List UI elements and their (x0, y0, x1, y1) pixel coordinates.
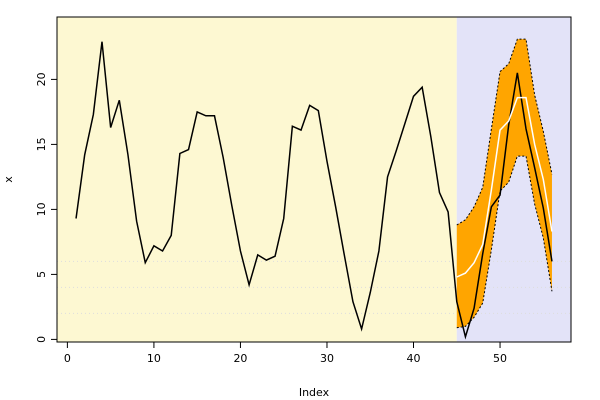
y-tick-label: 20 (35, 72, 48, 86)
y-tick-label: 15 (35, 137, 48, 151)
upper-bound (456, 38, 553, 226)
x-tick-label: 20 (233, 352, 247, 365)
lower-bound (456, 155, 553, 329)
x-tick-label: 50 (493, 352, 507, 365)
plot-frame (56, 16, 572, 343)
history-region (57, 17, 457, 342)
x-axis-label: Index (299, 386, 330, 399)
x-tick-label: 30 (320, 352, 334, 365)
y-axis-label: x (2, 176, 15, 183)
x-tick-label: 0 (64, 352, 71, 365)
x-tick-label: 40 (407, 352, 421, 365)
y-tick-label: 0 (35, 336, 48, 343)
series-line (75, 41, 553, 340)
x-tick-label: 10 (147, 352, 161, 365)
y-tick-label: 10 (35, 202, 48, 216)
series-line (456, 96, 553, 278)
y-tick-label: 5 (35, 271, 48, 278)
